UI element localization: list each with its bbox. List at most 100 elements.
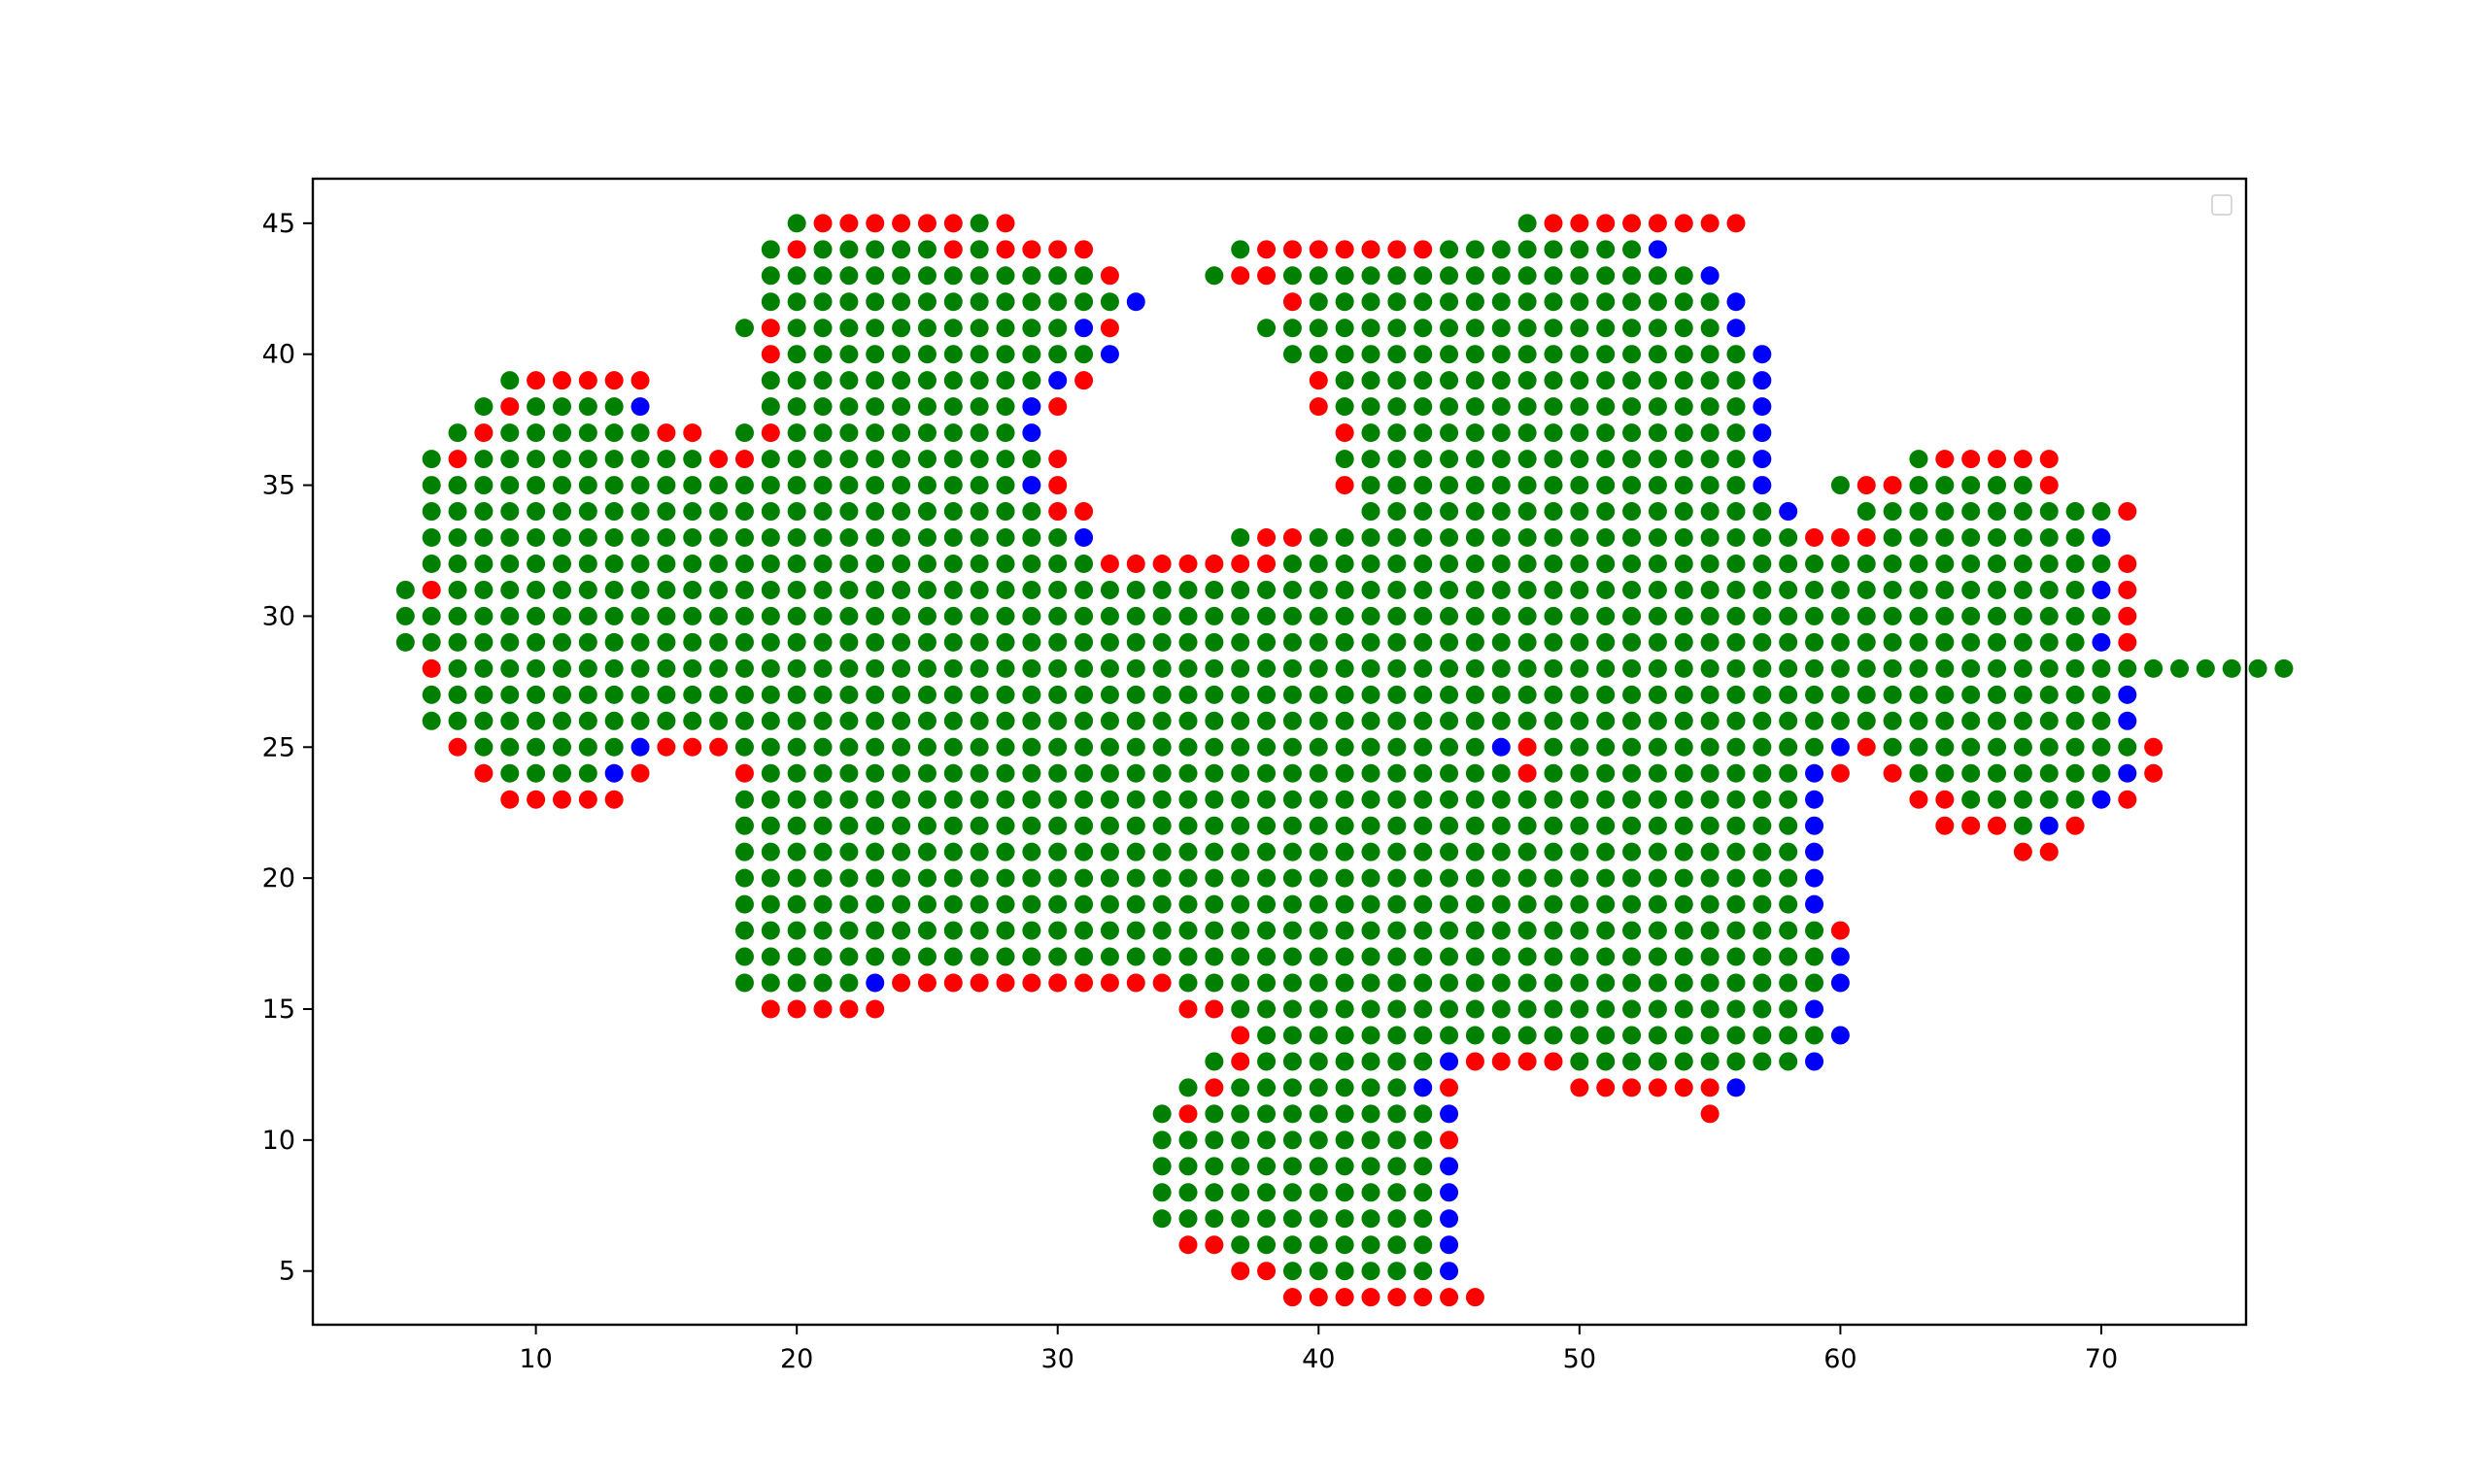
data-point <box>892 397 911 417</box>
data-point <box>657 711 676 730</box>
data-point <box>1335 1235 1354 1255</box>
data-point <box>1387 1183 1407 1202</box>
data-point <box>657 528 676 548</box>
data-point <box>2013 632 2032 652</box>
data-point <box>630 371 650 390</box>
data-point <box>1205 790 1224 809</box>
data-point <box>1700 894 1720 914</box>
data-point <box>1570 921 1589 940</box>
data-point <box>683 580 702 599</box>
data-point <box>1205 711 1224 730</box>
data-point <box>1335 554 1354 573</box>
data-point <box>1440 632 1459 652</box>
data-point <box>1753 1052 1772 1071</box>
data-point <box>1335 711 1354 730</box>
data-point <box>1753 894 1772 914</box>
data-point <box>917 973 937 993</box>
data-point <box>1126 790 1145 809</box>
y-tick-label: 35 <box>262 471 295 501</box>
data-point <box>1726 1026 1746 1045</box>
data-point <box>1282 1235 1302 1255</box>
data-point <box>787 973 806 993</box>
data-point <box>1335 999 1354 1019</box>
data-point <box>1622 450 1642 469</box>
data-point <box>1544 658 1563 678</box>
data-point <box>1387 450 1407 469</box>
data-point <box>1231 921 1250 940</box>
data-point <box>1726 214 1746 233</box>
data-point <box>1909 658 1928 678</box>
data-point <box>1387 1104 1407 1124</box>
data-point <box>1779 658 1798 678</box>
data-point <box>787 921 806 940</box>
data-point <box>787 711 806 730</box>
data-point <box>1465 737 1484 757</box>
data-point <box>1335 685 1354 704</box>
data-point <box>1309 1183 1328 1202</box>
data-point <box>578 528 597 548</box>
data-point <box>2065 632 2085 652</box>
data-point <box>1622 397 1642 417</box>
data-point <box>1178 737 1198 757</box>
data-point <box>1335 240 1354 259</box>
data-point <box>1726 476 1746 495</box>
data-point <box>734 737 754 757</box>
data-point <box>1257 1052 1277 1071</box>
data-point <box>1674 345 1693 364</box>
data-point <box>1231 1183 1250 1202</box>
data-point <box>892 973 911 993</box>
data-point <box>1726 894 1746 914</box>
data-point <box>1622 1026 1642 1045</box>
data-point <box>1022 711 1041 730</box>
data-point <box>1257 1130 1277 1150</box>
data-point <box>1361 319 1380 338</box>
data-point <box>1126 868 1145 888</box>
data-point <box>996 606 1015 625</box>
data-point <box>1726 580 1746 599</box>
data-point <box>917 842 937 861</box>
data-point <box>1440 658 1459 678</box>
data-point <box>866 658 885 678</box>
data-point <box>866 711 885 730</box>
data-point <box>970 894 989 914</box>
data-point <box>1465 502 1484 522</box>
data-point <box>2013 606 2032 625</box>
data-point <box>1857 711 1876 730</box>
data-point <box>1648 606 1667 625</box>
data-point <box>1361 737 1380 757</box>
data-point <box>1909 450 1928 469</box>
data-point <box>1152 658 1172 678</box>
data-point <box>1674 528 1693 548</box>
data-point <box>761 658 780 678</box>
data-point <box>1596 790 1616 809</box>
data-point <box>1570 685 1589 704</box>
data-point <box>1726 345 1746 364</box>
data-point <box>839 528 859 548</box>
data-point <box>866 450 885 469</box>
data-point <box>1282 266 1302 286</box>
data-point <box>1022 685 1041 704</box>
data-point <box>1257 266 1277 286</box>
data-point <box>1309 1130 1328 1150</box>
data-point <box>1414 947 1433 966</box>
data-point <box>1022 947 1041 966</box>
data-point <box>1335 1288 1354 1307</box>
data-point <box>1361 476 1380 495</box>
data-point <box>1544 947 1563 966</box>
data-point <box>1544 319 1563 338</box>
data-point <box>474 658 494 678</box>
data-point <box>1231 528 1250 548</box>
data-point <box>1700 450 1720 469</box>
data-point <box>683 632 702 652</box>
data-point <box>709 450 729 469</box>
data-point <box>1231 763 1250 783</box>
data-point <box>630 554 650 573</box>
data-point <box>1544 737 1563 757</box>
data-point <box>1387 554 1407 573</box>
data-point <box>552 606 571 625</box>
data-point <box>892 580 911 599</box>
data-point <box>1309 371 1328 390</box>
data-point <box>1387 266 1407 286</box>
data-point <box>1779 606 1798 625</box>
data-point <box>578 502 597 522</box>
